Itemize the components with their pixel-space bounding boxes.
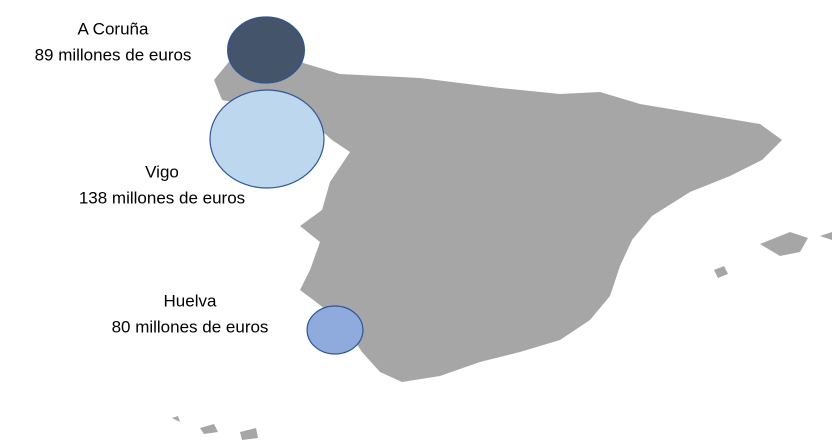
bubble	[306, 305, 364, 355]
bubble-value-label: 89 millones de euros	[35, 45, 192, 64]
bubble-value-label: 80 millones de euros	[112, 317, 269, 336]
bubble-name: Huelva	[164, 291, 217, 310]
peninsula	[214, 58, 782, 382]
bubble	[209, 89, 325, 189]
spain-shape	[172, 58, 832, 440]
mallorca	[760, 232, 808, 256]
bubble-value-label: 138 millones de euros	[79, 188, 245, 207]
canarias	[172, 416, 258, 440]
bubble-name: Vigo	[145, 162, 179, 181]
bubble-name: A Coruña	[78, 19, 149, 38]
ibiza	[714, 266, 728, 278]
menorca	[820, 232, 832, 240]
bubbles: A Coruña 89 millones de euros Vigo 138 mill…	[35, 16, 364, 355]
bubble	[227, 16, 305, 84]
